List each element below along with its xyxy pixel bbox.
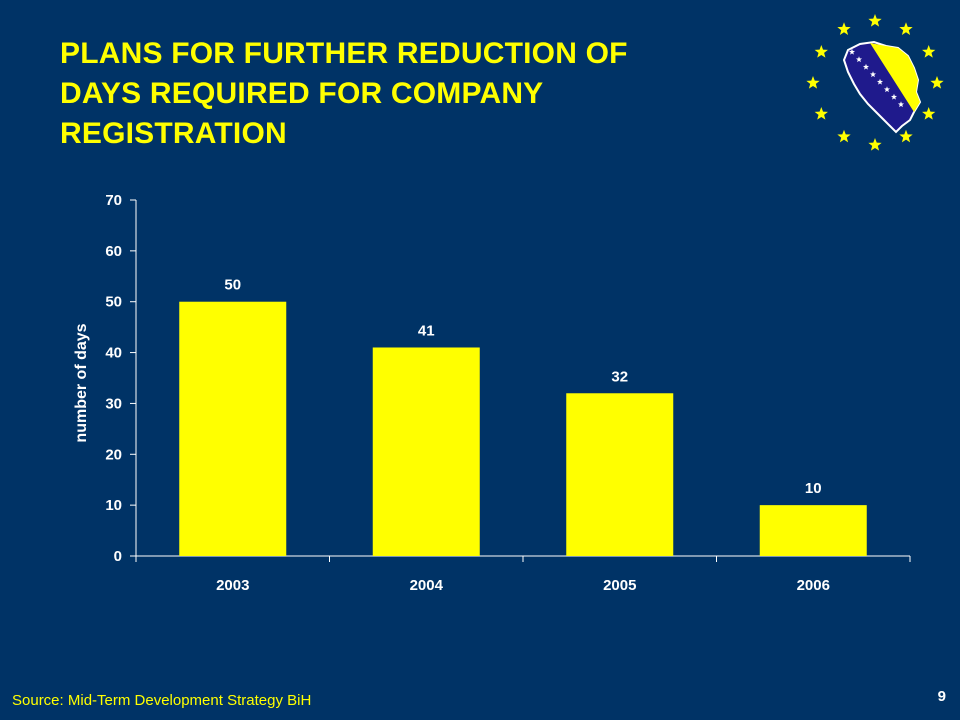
x-tick-label: 2006 xyxy=(797,577,830,594)
map-star-icon xyxy=(876,78,884,85)
map-star-icon xyxy=(890,93,898,100)
title-line-3: REGISTRATION xyxy=(60,117,287,150)
y-axis-title: number of days xyxy=(73,323,90,442)
bih-map-icon xyxy=(842,40,922,134)
logo-star-icon xyxy=(922,107,936,120)
logo-star-icon xyxy=(806,76,820,89)
slide-title: PLANS FOR FURTHER REDUCTION OF DAYS REQU… xyxy=(60,34,760,154)
data-label: 50 xyxy=(224,277,241,294)
logo-star-icon xyxy=(922,45,936,58)
logo-star-icon xyxy=(930,76,944,89)
data-label: 32 xyxy=(611,368,628,385)
bar-2005 xyxy=(566,393,674,556)
data-label: 41 xyxy=(418,322,435,339)
x-tick-label: 2003 xyxy=(216,577,249,594)
map-star-icon xyxy=(862,63,870,70)
logo-star-icon xyxy=(868,138,882,151)
x-tick-label: 2005 xyxy=(603,577,636,594)
map-star-icon xyxy=(897,101,905,108)
logo-star-icon xyxy=(837,129,851,143)
bar-2003 xyxy=(179,301,287,556)
title-line-2: DAYS REQUIRED FOR COMPANY xyxy=(60,77,544,110)
page-number: 9 xyxy=(937,688,946,705)
y-tick-label: 60 xyxy=(105,243,122,260)
title-line-1: PLANS FOR FURTHER REDUCTION OF xyxy=(60,37,628,70)
map-star-icon xyxy=(869,71,877,78)
logo-star-icon xyxy=(814,107,828,120)
source-note: Source: Mid-Term Development Strategy Bi… xyxy=(12,692,312,709)
bar-2006 xyxy=(759,505,867,556)
y-tick-label: 50 xyxy=(105,294,122,311)
map-star-icon xyxy=(883,86,891,93)
y-tick-label: 40 xyxy=(105,345,122,362)
x-tick-label: 2004 xyxy=(410,577,444,594)
logo-star-icon xyxy=(837,22,851,35)
logo-star-icon xyxy=(868,14,882,27)
logo-star-icon xyxy=(899,22,913,35)
y-tick-label: 20 xyxy=(105,446,122,463)
y-tick-label: 70 xyxy=(105,192,122,209)
logo-star-icon xyxy=(899,129,913,143)
data-label: 10 xyxy=(805,480,822,497)
bih-map-stars-logo xyxy=(806,14,944,151)
bar-2004 xyxy=(372,347,480,556)
y-tick-label: 30 xyxy=(105,395,122,412)
y-tick-label: 0 xyxy=(114,548,122,565)
y-tick-label: 10 xyxy=(105,497,122,514)
map-star-icon xyxy=(855,56,863,63)
logo-star-icon xyxy=(814,45,828,58)
map-star-icon xyxy=(848,48,856,55)
